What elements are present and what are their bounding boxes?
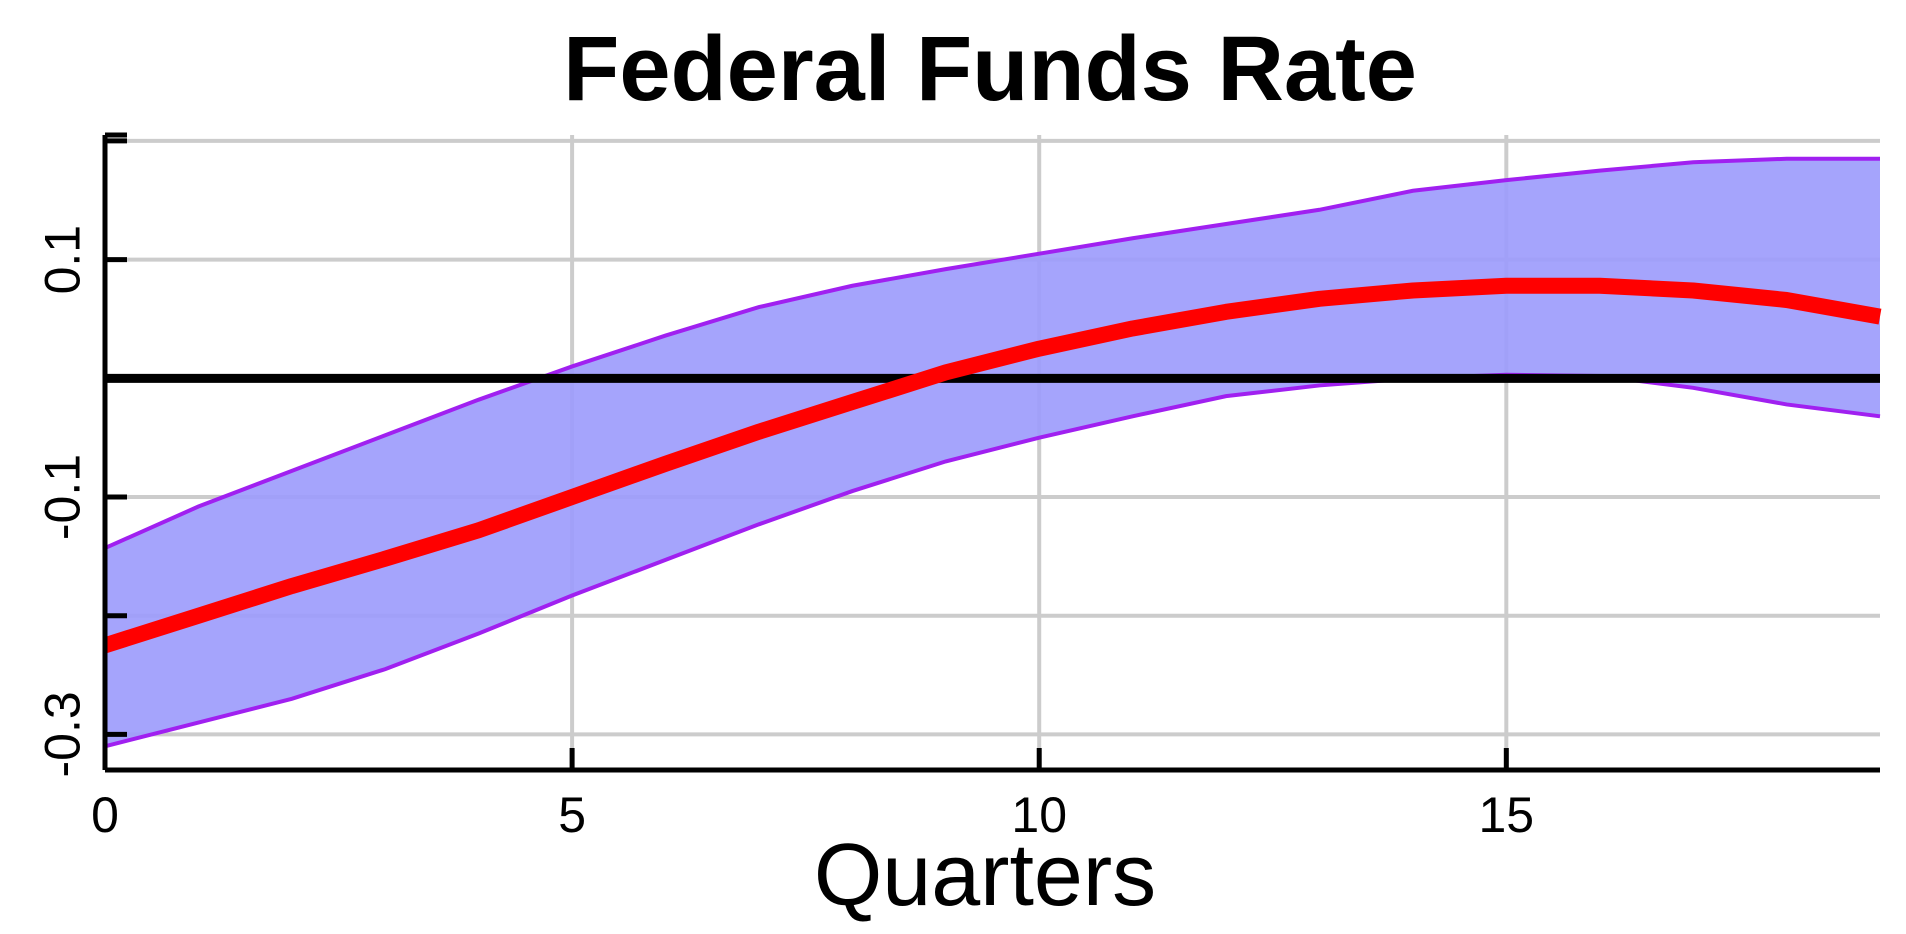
upper-band-line [104,156,1880,550]
y-tick-label: 0.1 [35,225,91,295]
x-tick-labels: 0 5 10 15 [91,787,1534,843]
x-tick-label: 0 [91,787,119,843]
axes [102,132,1880,773]
x-axis-label: Quarters [814,825,1156,924]
y-tick-label: -0.1 [35,454,91,540]
confidence-band [105,158,1880,747]
chart-title: Federal Funds Rate [563,18,1417,120]
x-tick-label: 5 [558,787,586,843]
x-tick-label: 15 [1479,787,1535,843]
x-tick-label: 10 [1011,787,1067,843]
y-tick-labels: 0.1 -0.1 -0.3 [35,225,91,778]
median-response-line [102,277,1882,653]
y-tick-label: -0.3 [35,691,91,777]
